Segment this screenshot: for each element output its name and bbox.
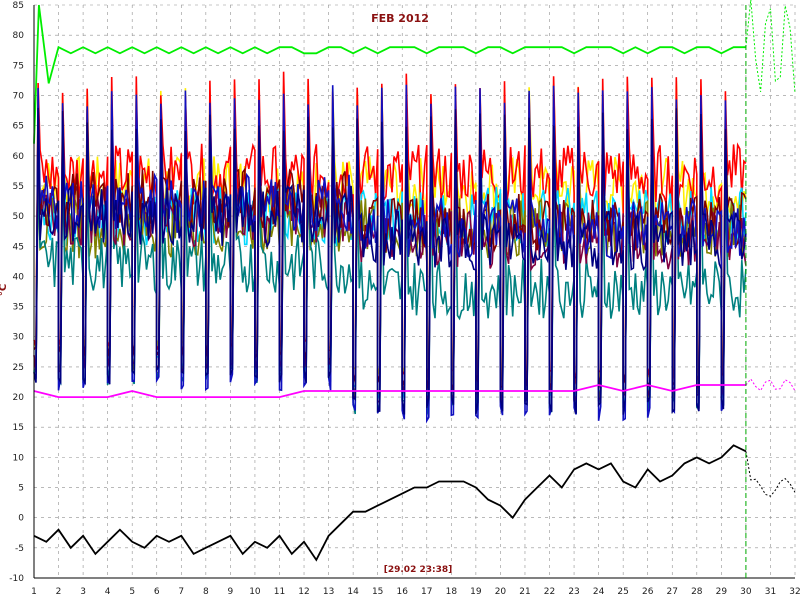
y-tick-label: 30	[13, 333, 25, 343]
x-tick-label: 21	[519, 587, 530, 597]
series-line	[33, 4, 746, 144]
series-forecast	[745, 451, 796, 497]
x-tick-label: 3	[80, 587, 86, 597]
y-tick-label: 55	[13, 182, 24, 192]
x-tick-label: 15	[372, 587, 383, 597]
x-tick-label: 13	[323, 587, 334, 597]
x-tick-label: 22	[544, 587, 555, 597]
y-tick-label: 25	[13, 363, 24, 373]
series-line	[33, 444, 747, 562]
x-tick-label: 12	[298, 587, 309, 597]
x-tick-label: 4	[105, 587, 111, 597]
x-tick-label: 23	[568, 587, 579, 597]
x-tick-label: 8	[203, 587, 209, 597]
y-tick-label: -10	[9, 574, 24, 584]
y-tick-label: 35	[13, 303, 24, 313]
y-tick-label: 60	[13, 152, 25, 162]
cursor-timestamp-label: [29.02 23:38]	[384, 565, 452, 575]
y-tick-label: 40	[13, 272, 25, 282]
y-tick-label: 75	[13, 61, 24, 71]
y-tick-label: 20	[13, 393, 25, 403]
x-tick-label: 32	[789, 587, 800, 597]
y-tick-label: 65	[13, 122, 24, 132]
x-tick-label: 6	[154, 587, 160, 597]
x-tick-label: 18	[446, 587, 458, 597]
y-tick-label: 5	[18, 484, 24, 494]
x-tick-label: 9	[228, 587, 234, 597]
y-tick-label: 50	[13, 212, 25, 222]
x-tick-label: 24	[593, 587, 605, 597]
x-tick-label: 31	[765, 587, 776, 597]
x-tick-label: 25	[617, 587, 628, 597]
y-tick-label: -5	[15, 544, 24, 554]
x-tick-label: 1	[31, 587, 37, 597]
x-tick-label: 2	[56, 587, 62, 597]
y-tick-label: 0	[18, 514, 24, 524]
x-tick-label: 11	[274, 587, 285, 597]
y-tick-label: 45	[13, 242, 24, 252]
axis-layer: -10-505101520253035404550556065707580851…	[9, 1, 800, 597]
x-tick-label: 10	[249, 587, 261, 597]
x-tick-label: 17	[421, 587, 432, 597]
series-layer	[33, 0, 796, 562]
traces-layer	[33, 71, 747, 424]
y-tick-label: 85	[13, 1, 24, 11]
y-tick-label: 70	[13, 91, 25, 101]
x-tick-label: 26	[642, 587, 654, 597]
chart-title: FEB 2012	[371, 12, 429, 25]
y-tick-label: 15	[13, 423, 24, 433]
y-axis-label: °C	[0, 284, 9, 296]
x-tick-label: 29	[716, 587, 728, 597]
x-tick-label: 5	[129, 587, 135, 597]
x-tick-label: 20	[495, 587, 507, 597]
x-tick-label: 16	[396, 587, 408, 597]
series-line	[33, 384, 746, 398]
x-tick-label: 7	[178, 587, 184, 597]
series-forecast	[745, 0, 796, 94]
series-forecast	[745, 378, 796, 392]
x-tick-label: 28	[691, 587, 703, 597]
x-tick-label: 30	[740, 587, 752, 597]
y-tick-label: 10	[13, 453, 25, 463]
x-tick-label: 27	[667, 587, 678, 597]
x-tick-label: 19	[470, 587, 482, 597]
y-tick-label: 80	[13, 31, 25, 41]
x-tick-label: 14	[347, 587, 359, 597]
sensor-trace	[33, 107, 747, 415]
